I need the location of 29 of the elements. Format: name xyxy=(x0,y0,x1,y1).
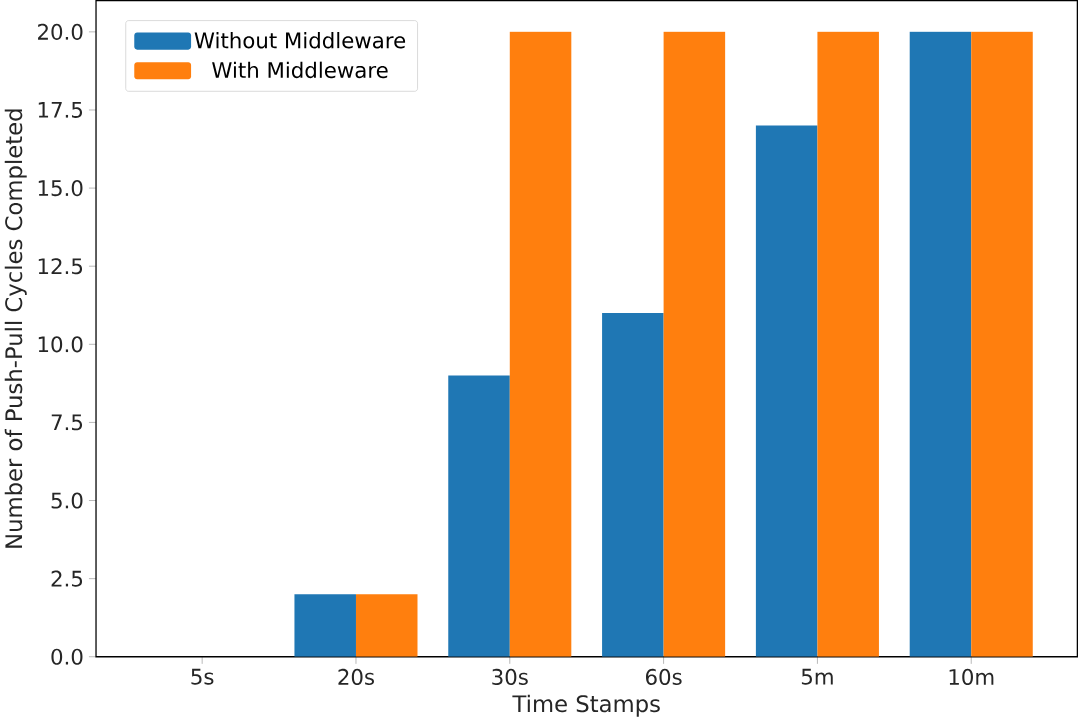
legend-label: Without Middleware xyxy=(194,31,406,49)
y-tick-label: 2.5 xyxy=(51,570,83,587)
bar xyxy=(355,594,418,657)
y-tick-label: 0.0 xyxy=(51,648,83,665)
y-tick-label: 12.5 xyxy=(38,257,83,275)
x-tick-label: 30s xyxy=(492,668,528,685)
y-tick-label: 17.5 xyxy=(38,101,83,118)
bar xyxy=(294,594,356,657)
bar xyxy=(663,31,726,657)
bar xyxy=(817,31,879,657)
bar xyxy=(755,125,818,657)
x-tick-label: 20s xyxy=(338,668,375,685)
bar xyxy=(909,31,972,657)
y-tick-label: 7.5 xyxy=(51,414,83,431)
y-tick-label: 5.0 xyxy=(51,492,83,509)
x-tick-label: 5s xyxy=(191,668,214,685)
bar xyxy=(602,312,664,657)
y-axis-title: Number of Push-Pull Cycles Completed xyxy=(4,109,27,548)
y-tick-label: 20.0 xyxy=(38,23,83,40)
bar xyxy=(448,375,510,657)
bar xyxy=(509,31,572,657)
y-tick-label: 10.0 xyxy=(38,336,83,353)
x-tick-label: 5m xyxy=(801,668,833,685)
x-tick-label: 10m xyxy=(949,668,994,685)
y-tick-label: 15.0 xyxy=(38,179,83,196)
legend-label: With Middleware xyxy=(212,61,388,78)
bar xyxy=(971,31,1033,657)
x-tick-label: 60s xyxy=(645,668,682,685)
x-axis-title: Time Stamps xyxy=(512,694,660,717)
